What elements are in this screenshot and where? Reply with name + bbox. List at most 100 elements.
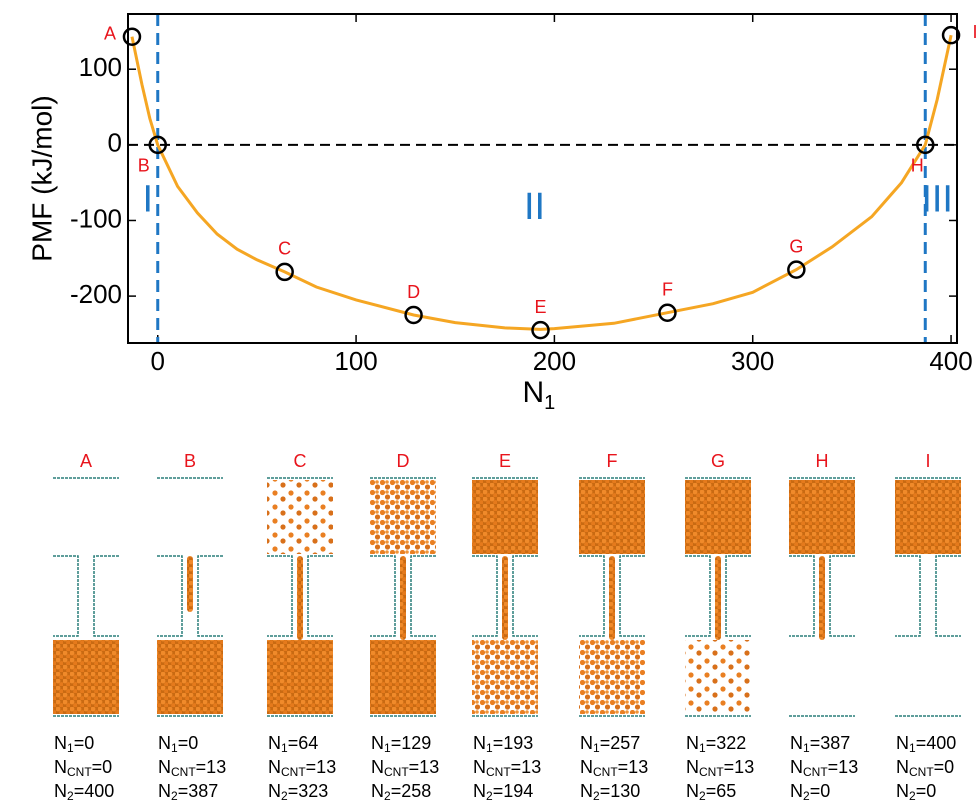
- particles: [579, 640, 645, 714]
- count-symbol: N: [371, 781, 384, 801]
- particles: [819, 556, 825, 640]
- count-symbol: N: [371, 733, 384, 753]
- x-axis-label-sub: 1: [544, 392, 555, 414]
- snapshot-label: D: [397, 451, 410, 471]
- count-value: =130: [600, 781, 641, 801]
- count-symbol: N: [790, 781, 803, 801]
- x-tick-label: 200: [533, 346, 576, 376]
- particles: [685, 640, 751, 714]
- x-axis-label-base: N: [523, 376, 545, 409]
- y-axis-label: PMF (kJ/mol): [26, 95, 57, 261]
- state-label: E: [535, 297, 547, 317]
- state-label: I: [973, 22, 978, 42]
- count-symbol: N: [473, 757, 486, 777]
- count-line: NCNT=13: [686, 757, 754, 779]
- x-tick-label: 400: [929, 346, 972, 376]
- count-value: =0: [92, 757, 113, 777]
- count-line: N2=65: [686, 781, 736, 803]
- state-label: D: [407, 282, 420, 302]
- count-line: N2=130: [580, 781, 640, 803]
- x-axis-label: N1: [523, 376, 556, 414]
- count-line: N1=387: [790, 733, 850, 755]
- particles: [685, 480, 751, 554]
- count-subscript: CNT: [384, 765, 409, 779]
- pmf-curve: [132, 35, 951, 329]
- count-line: N1=322: [686, 733, 746, 755]
- count-symbol: N: [686, 781, 699, 801]
- particles: [579, 480, 645, 554]
- count-value: =0: [74, 733, 95, 753]
- count-subscript: CNT: [67, 765, 92, 779]
- particles: [400, 556, 406, 640]
- state-label: G: [789, 236, 803, 256]
- snapshot-label: E: [499, 451, 511, 471]
- particles: [715, 556, 721, 640]
- count-symbol: N: [268, 781, 281, 801]
- count-symbol: N: [54, 757, 67, 777]
- snapshot-label: H: [816, 451, 829, 471]
- count-value: =387: [178, 781, 219, 801]
- count-line: N2=400: [54, 781, 114, 803]
- count-line: NCNT=13: [158, 757, 226, 779]
- count-value: =13: [196, 757, 227, 777]
- state-label: A: [104, 23, 116, 43]
- count-value: =129: [391, 733, 432, 753]
- count-line: NCNT=13: [268, 757, 336, 779]
- count-symbol: N: [580, 757, 593, 777]
- count-line: NCNT=13: [580, 757, 648, 779]
- count-value: =257: [600, 733, 641, 753]
- snapshot: EN1=193NCNT=13N2=194: [472, 451, 541, 803]
- y-tick-label: -100: [70, 203, 122, 233]
- count-value: =0: [810, 781, 831, 801]
- region-label: III: [921, 179, 953, 221]
- snapshot-label: C: [294, 451, 307, 471]
- figure: 0100200300400-200-1000100ABCDEFGHIIIIIII…: [0, 0, 978, 804]
- y-tick-label: 0: [108, 128, 122, 158]
- particles: [895, 480, 961, 554]
- snapshot-label: F: [607, 451, 618, 471]
- count-line: NCNT=13: [371, 757, 439, 779]
- count-symbol: N: [158, 733, 171, 753]
- particles: [789, 480, 855, 554]
- count-value: =13: [724, 757, 755, 777]
- state-label: C: [278, 239, 291, 259]
- particles: [370, 640, 436, 714]
- count-value: =65: [706, 781, 737, 801]
- x-tick-label: 300: [731, 346, 774, 376]
- count-symbol: N: [268, 757, 281, 777]
- count-subscript: CNT: [281, 765, 306, 779]
- count-line: N1=129: [371, 733, 431, 755]
- count-line: NCNT=13: [790, 757, 858, 779]
- particles: [472, 480, 538, 554]
- snapshot-label: A: [80, 451, 92, 471]
- count-value: =322: [706, 733, 747, 753]
- count-symbol: N: [686, 733, 699, 753]
- count-value: =258: [391, 781, 432, 801]
- count-line: N2=387: [158, 781, 218, 803]
- count-value: =13: [409, 757, 440, 777]
- count-value: =400: [74, 781, 115, 801]
- state-label: B: [138, 156, 150, 176]
- particles: [297, 556, 303, 640]
- region-label: II: [524, 186, 545, 228]
- count-symbol: N: [790, 757, 803, 777]
- region-label: I: [143, 179, 154, 221]
- channel: [895, 556, 961, 636]
- count-line: N2=258: [371, 781, 431, 803]
- count-symbol: N: [473, 733, 486, 753]
- count-value: =13: [828, 757, 859, 777]
- count-line: N1=0: [158, 733, 198, 755]
- particles: [157, 640, 223, 714]
- snapshot: DN1=129NCNT=13N2=258: [370, 451, 439, 803]
- count-line: NCNT=0: [54, 757, 112, 779]
- snapshot: CN1=64NCNT=13N2=323: [267, 451, 336, 803]
- count-symbol: N: [896, 733, 909, 753]
- count-value: =13: [511, 757, 542, 777]
- particles: [267, 480, 333, 554]
- count-symbol: N: [268, 733, 281, 753]
- count-symbol: N: [371, 757, 384, 777]
- count-value: =0: [916, 781, 937, 801]
- count-line: NCNT=0: [896, 757, 954, 779]
